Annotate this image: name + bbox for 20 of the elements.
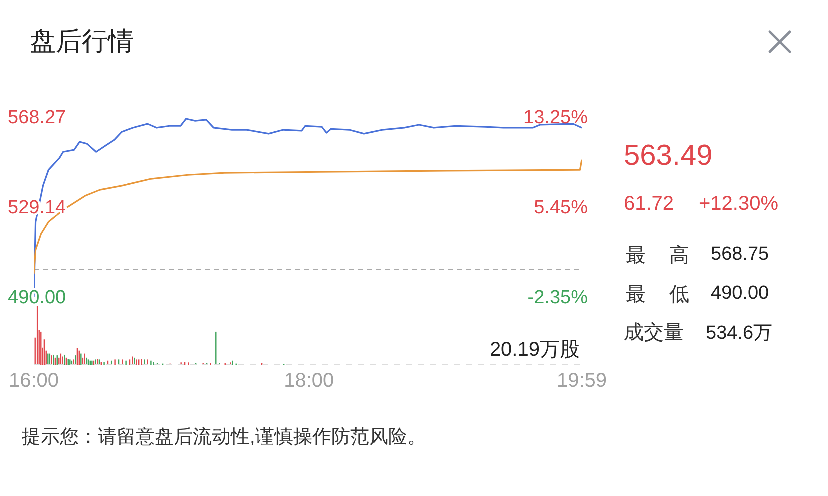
text: 534.6万 — [706, 322, 773, 346]
text: 最 低 — [626, 283, 690, 308]
text: 563.49 — [624, 140, 713, 173]
text: 成交量 — [624, 321, 684, 346]
text: +12.30% — [699, 193, 779, 216]
x-tick-label: 19:59 — [556, 370, 608, 392]
text: 提示您：请留意盘后流动性,谨慎操作防范风险。 — [22, 426, 426, 450]
text: 61.72 — [624, 193, 674, 216]
chart-title: 盘后行情 — [30, 25, 134, 58]
y2-tick-label: 13.25% — [524, 108, 588, 129]
y-tick-label: 490.00 — [8, 288, 66, 309]
text: 490.00 — [711, 283, 770, 305]
x-tick-label: 18:00 — [284, 370, 334, 392]
y2-tick-label: -2.35% — [528, 288, 588, 309]
text: 568.75 — [711, 244, 770, 266]
x-tick-label: 16:00 — [8, 370, 60, 392]
y2-tick-label: 5.45% — [534, 198, 588, 219]
text: 最 高 — [626, 244, 690, 269]
annotation: 20.19万股 — [490, 338, 580, 363]
y-tick-label: 568.27 — [8, 108, 66, 129]
